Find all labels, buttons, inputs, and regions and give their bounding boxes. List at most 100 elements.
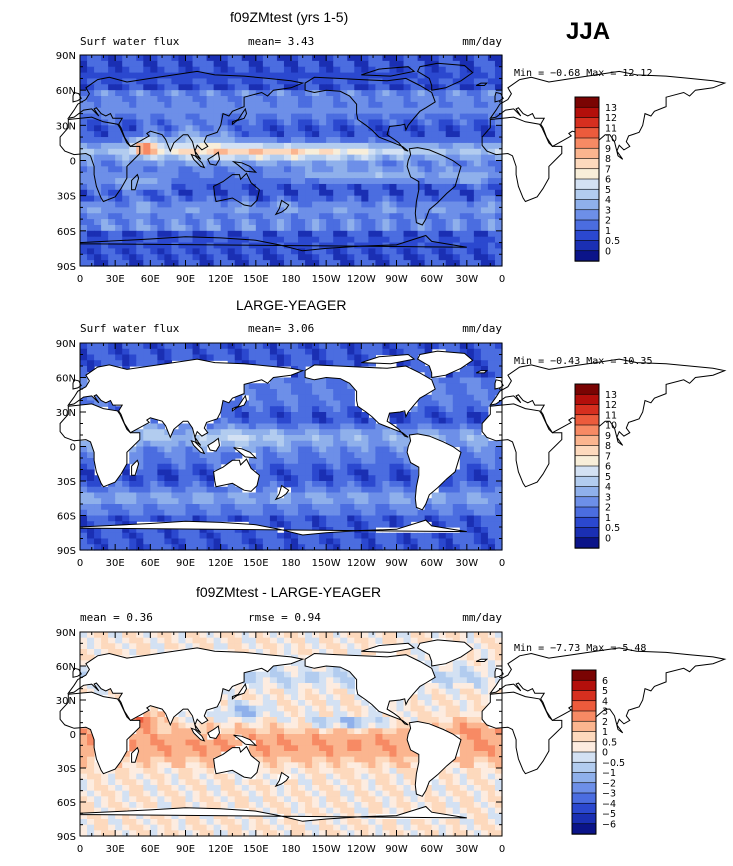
- field-cell: [410, 248, 419, 255]
- field-cell: [389, 178, 398, 185]
- field-cell: [199, 242, 208, 250]
- field-cell: [312, 154, 320, 162]
- field-cell: [241, 423, 250, 430]
- field-cell: [333, 722, 341, 729]
- field-cell: [115, 406, 123, 413]
- field-cell: [213, 463, 222, 471]
- field-cell: [206, 532, 215, 540]
- field-cell: [241, 643, 250, 650]
- field-cell: [473, 394, 482, 402]
- field-cell: [269, 183, 278, 191]
- field-cell: [80, 527, 88, 534]
- field-cell: [361, 717, 369, 724]
- field-cell: [199, 125, 208, 132]
- field-cell: [305, 643, 313, 650]
- field-cell: [291, 435, 299, 442]
- field-cell: [431, 189, 440, 197]
- field-cell: [108, 643, 116, 650]
- field-cell: [494, 201, 503, 208]
- field-cell: [255, 195, 264, 203]
- field-cell: [312, 107, 320, 115]
- field-cell: [410, 131, 419, 138]
- field-cell: [487, 72, 496, 80]
- field-cell: [473, 475, 482, 482]
- field-cell: [340, 498, 348, 505]
- field-cell: [424, 201, 433, 208]
- colorbar-label: 7: [605, 451, 611, 462]
- field-cell: [403, 492, 412, 499]
- field-cell: [143, 207, 151, 214]
- field-cell: [389, 248, 398, 255]
- field-cell: [283, 66, 292, 74]
- field-cell: [389, 486, 398, 494]
- field-cell: [445, 377, 454, 384]
- field-cell: [480, 688, 489, 695]
- field-cell: [94, 632, 102, 639]
- field-cell: [94, 254, 102, 261]
- field-cell: [143, 242, 151, 250]
- field-cell: [157, 440, 165, 448]
- field-cell: [480, 677, 489, 684]
- field-cell: [199, 195, 208, 203]
- field-cell: [115, 107, 123, 115]
- field-cell: [157, 509, 165, 517]
- field-cell: [305, 230, 313, 238]
- field-cell: [410, 189, 419, 197]
- field-cell: [319, 96, 327, 103]
- field-cell: [340, 446, 348, 453]
- field-cell: [136, 131, 144, 138]
- field-cell: [80, 377, 88, 384]
- field-cell: [396, 224, 405, 232]
- africa-coastline: [59, 116, 141, 203]
- field-cell: [417, 260, 426, 267]
- field-cell: [108, 538, 116, 545]
- field-cell: [108, 166, 116, 173]
- field-cell: [480, 201, 489, 208]
- field-cell: [283, 96, 292, 103]
- field-cell: [220, 183, 229, 191]
- field-cell: [417, 148, 426, 156]
- field-cell: [227, 486, 236, 494]
- field-cell: [276, 469, 285, 476]
- field-cell: [283, 389, 292, 396]
- field-cell: [382, 463, 391, 471]
- field-cell: [178, 637, 187, 644]
- field-cell: [234, 131, 243, 138]
- field-cell: [326, 440, 334, 448]
- field-cell: [199, 207, 208, 214]
- field-cell: [150, 745, 158, 752]
- field-cell: [368, 498, 376, 505]
- new-guinea-coastline: [233, 447, 258, 459]
- field-cell: [480, 458, 489, 465]
- field-cell: [382, 148, 391, 156]
- field-cell: [480, 189, 489, 197]
- field-cell: [108, 348, 116, 356]
- field-cell: [361, 412, 369, 419]
- field-cell: [178, 172, 187, 179]
- field-cell: [150, 78, 158, 85]
- field-cell: [459, 406, 468, 413]
- field-cell: [171, 224, 180, 232]
- field-cell: [438, 688, 447, 695]
- field-cell: [298, 360, 306, 367]
- field-cell: [276, 745, 285, 752]
- field-cell: [459, 515, 468, 522]
- field-cell: [220, 166, 229, 173]
- field-cell: [480, 66, 489, 74]
- field-cell: [87, 538, 95, 545]
- field-cell: [171, 492, 180, 499]
- field-cell: [389, 172, 398, 179]
- field-cell: [361, 84, 369, 91]
- field-cell: [333, 55, 341, 62]
- field-cell: [389, 728, 398, 735]
- field-cell: [354, 78, 362, 85]
- field-cell: [494, 107, 503, 115]
- field-cell: [213, 643, 222, 650]
- field-cell: [276, 722, 285, 729]
- field-cell: [361, 637, 369, 644]
- field-cell: [333, 469, 341, 476]
- field-cell: [206, 148, 215, 156]
- field-cell: [276, 142, 285, 150]
- field-cell: [143, 509, 151, 517]
- field-cell: [220, 739, 229, 746]
